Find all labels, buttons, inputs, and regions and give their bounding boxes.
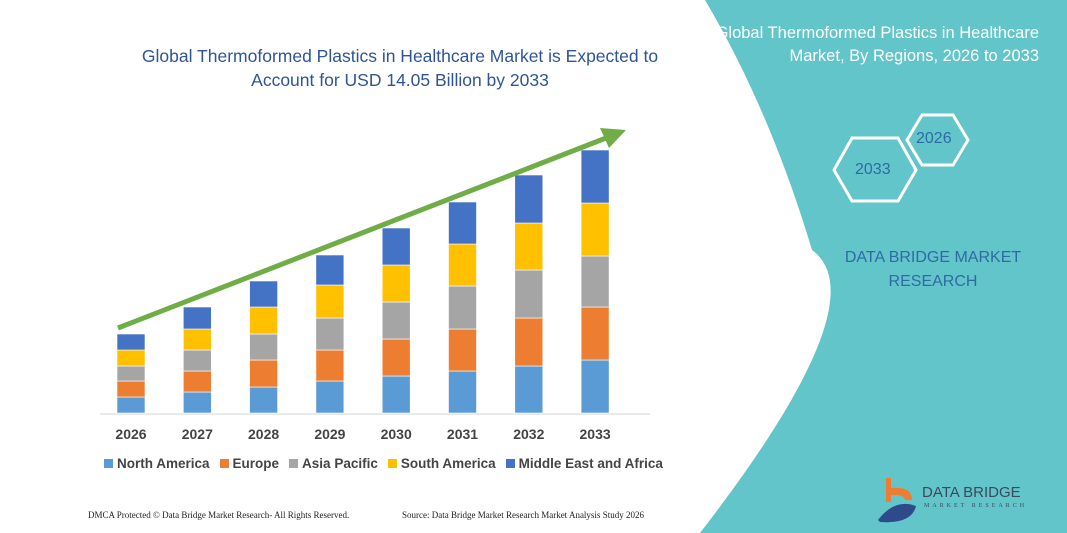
x-tick-label: 2033 — [580, 426, 611, 442]
hexagon-2026-icon — [905, 113, 970, 167]
bar-segment-europe-2028 — [249, 359, 278, 388]
x-tick-label: 2027 — [182, 426, 213, 442]
legend-label: North America — [117, 456, 210, 471]
bar-segment-asia-pacific-2030 — [381, 301, 411, 340]
bar-segment-middle-east-and-africa-2028 — [249, 280, 278, 308]
x-tick-label: 2030 — [381, 426, 412, 442]
x-tick-label: 2031 — [447, 426, 478, 442]
bar-segment-middle-east-and-africa-2026 — [116, 333, 146, 351]
legend-label: Middle East and Africa — [518, 456, 663, 471]
bar-segment-south-america-2033 — [580, 202, 610, 257]
bar-segment-asia-pacific-2026 — [116, 365, 146, 382]
bar-segment-north-america-2031 — [448, 370, 477, 414]
x-tick-label: 2026 — [115, 426, 146, 442]
bars-group — [116, 149, 610, 414]
bar-segment-europe-2030 — [381, 338, 411, 377]
bar-segment-middle-east-and-africa-2031 — [448, 201, 477, 245]
bar-segment-europe-2026 — [116, 380, 146, 398]
bar-segment-asia-pacific-2027 — [183, 349, 212, 372]
bar-segment-north-america-2028 — [249, 386, 278, 414]
bar-segment-south-america-2026 — [116, 349, 146, 367]
bar-segment-north-america-2032 — [514, 365, 544, 414]
legend-swatch — [387, 459, 397, 468]
legend-item: North America — [104, 456, 210, 471]
hex-label-start: 2026 — [916, 130, 952, 147]
bar-segment-middle-east-and-africa-2029 — [315, 254, 345, 286]
legend-swatch — [289, 459, 299, 468]
hexagon-2033-icon — [832, 136, 918, 203]
bar-segment-north-america-2030 — [381, 375, 411, 414]
hex-label-end: 2033 — [855, 161, 891, 178]
logo-name: DATA BRIDGE — [922, 484, 1021, 501]
bar-segment-middle-east-and-africa-2030 — [381, 227, 411, 266]
bar-segment-asia-pacific-2028 — [249, 333, 278, 361]
bar-segment-europe-2031 — [448, 328, 477, 372]
legend-item: South America — [387, 456, 496, 471]
bar-segment-asia-pacific-2033 — [580, 255, 610, 308]
bar-segment-north-america-2029 — [315, 380, 345, 414]
trend-arrow-head-icon — [600, 128, 626, 148]
bar-segment-north-america-2033 — [580, 359, 610, 414]
bar-segment-asia-pacific-2029 — [315, 317, 345, 351]
bar-segment-south-america-2027 — [183, 328, 212, 351]
x-tick-label: 2029 — [314, 426, 345, 442]
legend-item: Europe — [219, 456, 280, 471]
bar-segment-north-america-2026 — [116, 396, 146, 414]
bar-segment-asia-pacific-2032 — [514, 269, 544, 319]
bar-segment-south-america-2029 — [315, 284, 345, 319]
legend-item: Asia Pacific — [289, 456, 378, 471]
footer-copyright: DMCA Protected © Data Bridge Market Rese… — [88, 510, 350, 520]
bar-segment-europe-2027 — [183, 370, 212, 393]
side-panel-title: Global Thermoformed Plastics in Healthca… — [715, 24, 1039, 65]
legend-swatch — [505, 459, 515, 468]
bar-segment-south-america-2028 — [249, 306, 278, 335]
bar-segment-middle-east-and-africa-2032 — [514, 174, 544, 224]
bar-segment-north-america-2027 — [183, 391, 212, 414]
bar-segment-south-america-2032 — [514, 222, 544, 271]
bar-segment-europe-2029 — [315, 349, 345, 382]
legend-label: South America — [400, 456, 496, 471]
x-tick-labels: 2026 2027 2028 2029 2030 2031 2032 2033 — [115, 426, 610, 442]
bar-segment-europe-2032 — [514, 317, 544, 367]
legend-label: Asia Pacific — [302, 456, 378, 471]
legend-swatch — [104, 459, 113, 468]
x-tick-label: 2028 — [248, 426, 279, 442]
brand-text: DATA BRIDGE MARKET RESEARCH — [844, 249, 1022, 290]
bar-segment-asia-pacific-2031 — [448, 285, 477, 330]
bar-segment-europe-2033 — [580, 306, 610, 361]
trend-arrow-line — [117, 135, 607, 331]
legend-swatch — [219, 459, 229, 468]
chart-title: Global Thermoformed Plastics in Healthca… — [141, 46, 659, 90]
bar-segment-south-america-2030 — [381, 264, 411, 303]
logo-icon — [878, 478, 916, 523]
x-tick-label: 2032 — [513, 426, 544, 442]
legend-item: Middle East and Africa — [505, 456, 663, 471]
logo-subtitle: MARKET RESEARCH — [924, 503, 1028, 509]
legend-label: Europe — [232, 456, 280, 471]
bar-segment-south-america-2031 — [448, 243, 477, 287]
side-panel-shape — [700, 0, 1067, 533]
legend: North America Europe Asia Pacific South … — [104, 456, 663, 471]
bar-segment-middle-east-and-africa-2033 — [580, 149, 610, 204]
bar-segment-middle-east-and-africa-2027 — [183, 306, 212, 330]
footer-source: Source: Data Bridge Market Research Mark… — [402, 510, 644, 520]
